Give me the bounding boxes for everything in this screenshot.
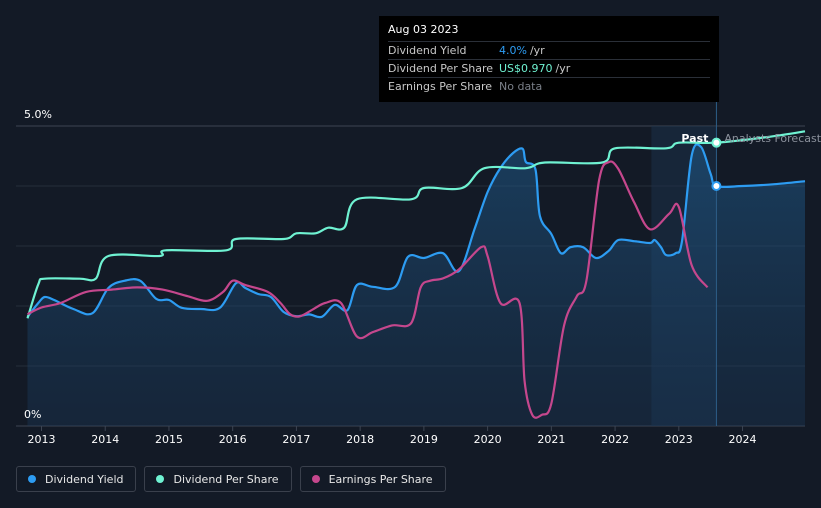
legend-label: Earnings Per Share [328,472,433,486]
x-tick-label: 2017 [282,433,310,446]
legend: Dividend Yield Dividend Per Share Earnin… [16,466,446,492]
legend-dot-icon [156,475,165,483]
tooltip-row-dividend-yield: Dividend Yield 4.0% /yr [388,41,710,59]
y-tick-label: 5.0% [24,108,52,121]
x-tick-label: 2024 [729,433,757,446]
x-tick-label: 2014 [91,433,119,446]
dividend-yield-marker [711,181,722,191]
tooltip-value: US$0.970 [499,62,553,75]
x-tick-label: 2013 [27,433,55,446]
dividend-per-share-marker [711,137,722,148]
legend-item-earnings-per-share[interactable]: Earnings Per Share [299,466,446,492]
legend-item-dividend-per-share[interactable]: Dividend Per Share [144,466,292,492]
x-tick-label: 2021 [537,433,565,446]
legend-label: Dividend Yield [45,472,124,486]
tooltip-label: Earnings Per Share [388,80,493,93]
tooltip-date: Aug 03 2023 [388,23,459,36]
tooltip-row-earnings-per-share: Earnings Per Share No data [388,77,710,95]
dividend-per-share-line [26,130,806,319]
x-tick-label: 2022 [601,433,629,446]
past-label: Past [681,132,708,145]
legend-item-dividend-yield[interactable]: Dividend Yield [16,466,137,492]
tooltip-label: Dividend Per Share [388,62,494,75]
forecast-label: Analysts Forecasts [724,132,821,145]
dividend-yield-line [26,143,806,319]
x-tick-label: 2015 [155,433,183,446]
tooltip: Aug 03 2023 Dividend Yield 4.0% /yr Divi… [379,16,719,102]
dividend-yield-area [27,144,805,426]
x-tick-label: 2023 [665,433,693,446]
tooltip-unit: /yr [555,62,571,75]
tooltip-row-dividend-per-share: Dividend Per Share US$0.970 /yr [388,59,710,77]
tooltip-value: No data [499,80,543,93]
tooltip-label: Dividend Yield [388,44,467,57]
earnings-per-share-line [27,160,709,419]
legend-dot-icon [28,475,36,483]
x-tick-label: 2020 [474,433,502,446]
tooltip-value: 4.0% [499,44,527,57]
x-tick-label: 2018 [346,433,374,446]
legend-dot-icon [311,475,320,483]
x-tick-label: 2016 [219,433,247,446]
tooltip-unit: /yr [529,44,545,57]
x-tick-label: 2019 [410,433,438,446]
legend-label: Dividend Per Share [173,472,279,486]
y-tick-label: 0% [24,408,41,421]
